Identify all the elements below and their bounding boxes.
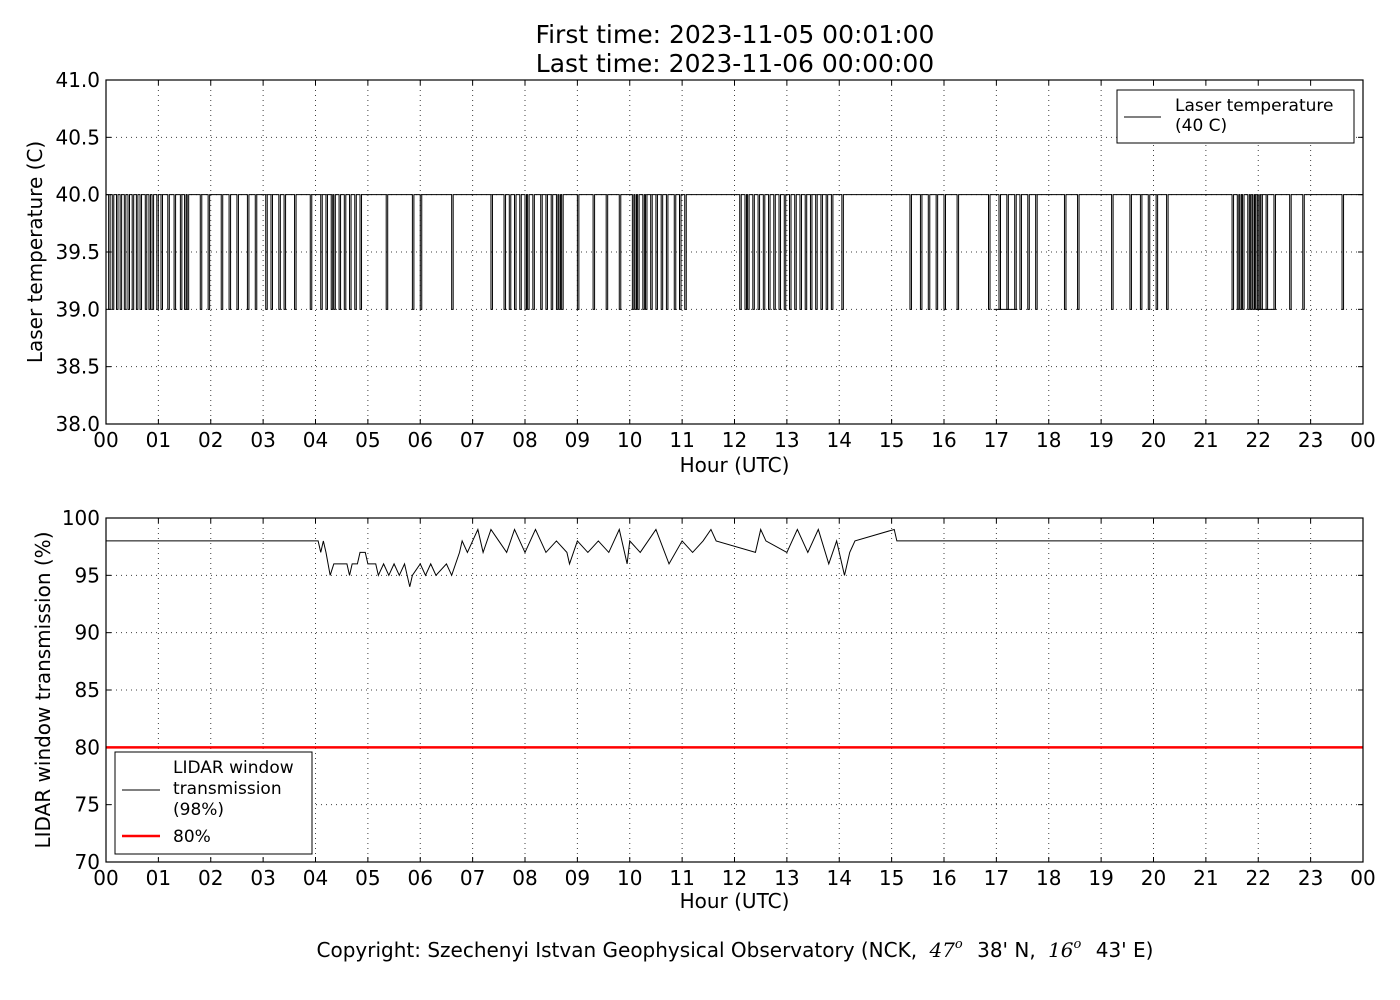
x-tick-label: 15 — [879, 428, 904, 452]
x-tick-label: 04 — [303, 866, 328, 890]
x-axis-label: Hour (UTC) — [680, 453, 790, 477]
x-tick-label: 13 — [774, 866, 799, 890]
x-tick-label: 08 — [512, 866, 537, 890]
legend-label: 80% — [173, 827, 211, 847]
y-tick-label: 95 — [75, 563, 100, 587]
x-tick-label: 16 — [931, 428, 956, 452]
x-tick-label: 19 — [1088, 866, 1113, 890]
x-tick-label: 18 — [1036, 428, 1061, 452]
x-tick-label: 07 — [460, 428, 485, 452]
x-tick-label: 22 — [1246, 428, 1271, 452]
x-tick-label: 09 — [565, 428, 590, 452]
x-tick-label: 23 — [1298, 428, 1323, 452]
x-tick-label: 23 — [1298, 866, 1323, 890]
x-axis-label: Hour (UTC) — [680, 889, 790, 913]
x-tick-label: 00 — [93, 866, 118, 890]
x-tick-label: 06 — [408, 866, 433, 890]
laser-temperature-chart: 00 01 02 03 04 05 06 07 08 09 10 11 12 13 14 15 16 17 18 19… — [23, 68, 1376, 477]
y-tick-label: 80 — [75, 735, 100, 759]
legend-label: (40 C) — [1175, 116, 1227, 136]
x-tick-label: 10 — [617, 428, 642, 452]
x-tick-label: 05 — [355, 428, 380, 452]
legend-label: (98%) — [173, 800, 224, 820]
y-tick-label: 40.5 — [55, 125, 100, 149]
longitude-minutes: 43' E) — [1096, 938, 1154, 962]
plot-frame — [105, 79, 1364, 425]
x-tick-label: 01 — [146, 428, 171, 452]
copyright-text: Copyright: Szechenyi Istvan Geophysical … — [317, 929, 1154, 962]
y-tick-label: 40.0 — [55, 183, 100, 207]
longitude-degrees: 16 — [1048, 938, 1074, 962]
x-tick-label: 18 — [1036, 866, 1061, 890]
legend-label: Laser temperature — [1175, 96, 1333, 116]
x-tick-label: 03 — [250, 866, 275, 890]
x-tick-label: 20 — [1141, 428, 1166, 452]
x-tick-label: 21 — [1193, 428, 1218, 452]
x-tick-label: 14 — [827, 428, 852, 452]
last-time-title: Last time: 2023-11-06 00:00:00 — [536, 49, 934, 78]
x-tick-label: 12 — [722, 428, 747, 452]
lidar-transmission-line — [106, 527, 1363, 587]
latitude-minutes: 38' N, — [977, 938, 1036, 962]
laser-temperature-line — [106, 194, 1363, 310]
x-tick-label: 01 — [146, 866, 171, 890]
y-tick-label: 90 — [75, 621, 100, 645]
x-tick-label: 00 — [93, 428, 118, 452]
x-tick-label: 10 — [617, 866, 642, 890]
y-tick-label: 41.0 — [55, 68, 100, 92]
x-tick-label: 11 — [669, 866, 694, 890]
y-tick-label: 39.5 — [55, 240, 100, 264]
legend-label: transmission — [173, 779, 282, 799]
latitude-degrees: 47 — [928, 938, 955, 962]
x-tick-label: 08 — [512, 428, 537, 452]
x-tick-label: 14 — [827, 866, 852, 890]
x-tick-label: 20 — [1141, 866, 1166, 890]
y-tick-label: 38.0 — [55, 412, 100, 436]
y-tick-label: 39.0 — [55, 297, 100, 321]
x-tick-label: 21 — [1193, 866, 1218, 890]
latitude-degree-sign: o — [955, 937, 963, 952]
x-tick-label: 17 — [984, 428, 1009, 452]
plot-frame — [105, 517, 1364, 863]
y-tick-label: 85 — [75, 678, 100, 702]
x-tick-label: 07 — [460, 866, 485, 890]
x-tick-label: 00 — [1350, 428, 1375, 452]
first-time-title: First time: 2023-11-05 00:01:00 — [536, 20, 935, 49]
y-axis-label: Laser temperature (C) — [23, 141, 47, 363]
y-tick-label: 100 — [62, 506, 100, 530]
x-tick-label: 13 — [774, 428, 799, 452]
y-tick-label: 70 — [75, 850, 100, 874]
x-tick-label: 06 — [408, 428, 433, 452]
y-tick-label: 38.5 — [55, 355, 100, 379]
legend-laser: Laser temperature(40 C) — [1116, 89, 1355, 144]
x-tick-label: 09 — [565, 866, 590, 890]
copyright-prefix: Copyright: Szechenyi Istvan Geophysical … — [317, 938, 918, 962]
x-tick-label: 02 — [198, 428, 223, 452]
x-tick-label: 12 — [722, 866, 747, 890]
x-tick-label: 15 — [879, 866, 904, 890]
x-tick-label: 03 — [250, 428, 275, 452]
x-tick-label: 00 — [1350, 866, 1375, 890]
lidar-transmission-chart: 00 01 02 03 04 05 06 07 08 09 10 11 12 13 14 15 16 17 18 19… — [31, 506, 1376, 913]
x-tick-label: 04 — [303, 428, 328, 452]
y-tick-label: 75 — [75, 793, 100, 817]
y-axis-label: LIDAR window transmission (%) — [31, 532, 55, 849]
legend-label: LIDAR window — [173, 758, 294, 778]
x-tick-label: 19 — [1088, 428, 1113, 452]
x-tick-label: 16 — [931, 866, 956, 890]
x-tick-label: 22 — [1246, 866, 1271, 890]
x-tick-label: 17 — [984, 866, 1009, 890]
longitude-degree-sign: o — [1074, 937, 1082, 952]
x-tick-label: 11 — [669, 428, 694, 452]
x-tick-label: 05 — [355, 866, 380, 890]
x-tick-label: 02 — [198, 866, 223, 890]
